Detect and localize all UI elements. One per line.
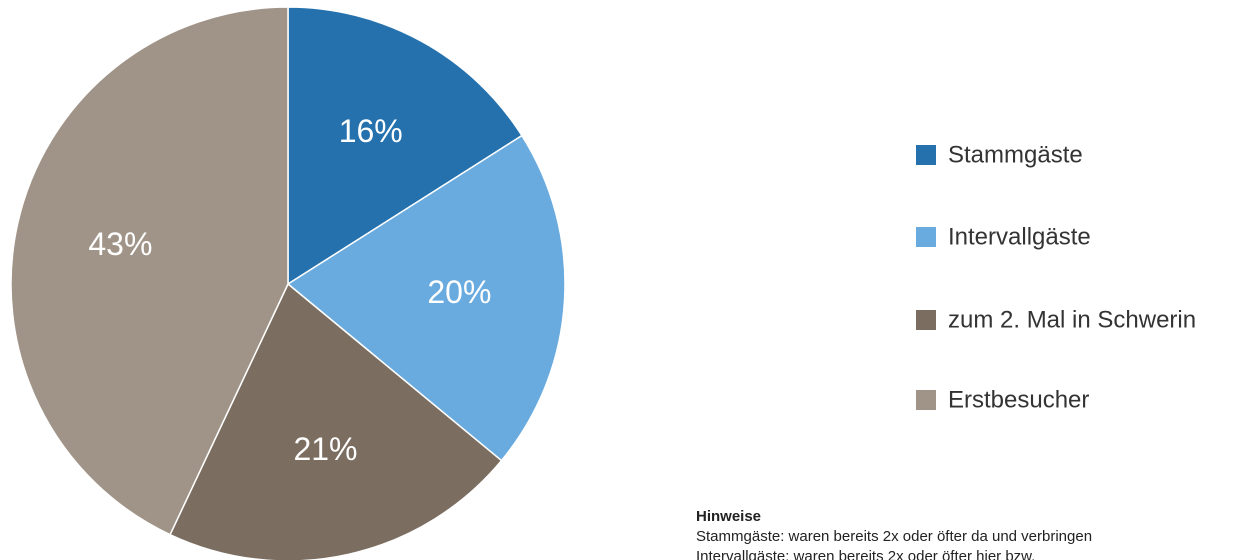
legend-swatch bbox=[916, 310, 936, 330]
pie-slice bbox=[10, 6, 289, 536]
slice-label: 21% bbox=[293, 431, 357, 467]
slice-label: 43% bbox=[88, 226, 152, 262]
note-line: Intervallgäste: waren bereits 2x oder öf… bbox=[696, 548, 1035, 560]
legend-label: Intervallgäste bbox=[948, 223, 1091, 250]
note-line: Stammgäste: waren bereits 2x oder öfter … bbox=[696, 528, 1092, 545]
pie-slice bbox=[286, 134, 566, 462]
notes-title: Hinweise bbox=[696, 508, 761, 525]
legend-swatch bbox=[916, 227, 936, 247]
slice-label: 16% bbox=[339, 113, 403, 149]
legend-label: zum 2. Mal in Schwerin bbox=[948, 306, 1196, 333]
pie-slice bbox=[169, 282, 503, 560]
legend-swatch bbox=[916, 145, 936, 165]
legend-label: Stammgäste bbox=[948, 141, 1083, 168]
legend-label: Erstbesucher bbox=[948, 386, 1089, 413]
slice-label: 20% bbox=[427, 274, 491, 310]
legend-swatch bbox=[916, 390, 936, 410]
pie-slice bbox=[287, 6, 523, 286]
